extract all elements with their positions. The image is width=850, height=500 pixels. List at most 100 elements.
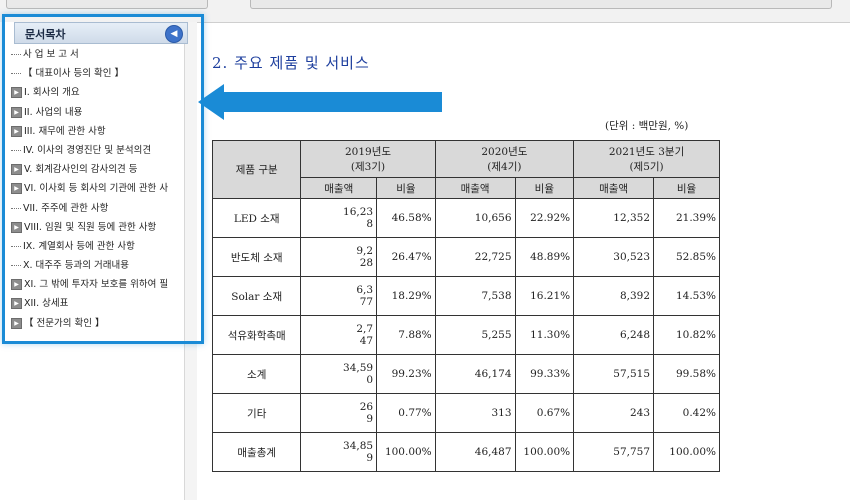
- amount-cell: 12,352: [573, 198, 655, 238]
- amount-cell: 46,174: [434, 354, 516, 394]
- toc-item[interactable]: ▶ XII. 상세표: [11, 294, 187, 313]
- tree-connector: [11, 207, 21, 209]
- table-row: 석유화학촉매 2,7 47 7.88% 5,255 11.30% 6,248 10.82%: [211, 315, 720, 355]
- amount-cell: 2,7 47: [300, 315, 378, 355]
- period-term: (제5기): [629, 161, 664, 173]
- period-year: 2019년도: [345, 146, 392, 158]
- period-header-2019: 2019년도 (제3기): [300, 140, 436, 178]
- expand-icon[interactable]: ▶: [11, 298, 22, 310]
- toc-scroll-strip[interactable]: [184, 22, 197, 500]
- toc-item-label: VIII. 임원 및 직원 등에 관한 사항: [24, 221, 157, 233]
- expand-icon[interactable]: ▶: [11, 279, 22, 291]
- amount-cell: 5,255: [434, 315, 516, 355]
- amount-cell: 57,515: [573, 354, 655, 394]
- ratio-cell: 14.53%: [653, 276, 720, 316]
- toolbar-tab-right[interactable]: [250, 0, 832, 9]
- chevron-left-icon[interactable]: ◀: [165, 25, 183, 43]
- toc-item[interactable]: ▶ I. 회사의 개요: [11, 83, 187, 102]
- table-row: 기타 26 9 0.77% 313 0.67% 243 0.42%: [211, 393, 720, 433]
- toc-title: 문서목차: [25, 28, 66, 41]
- ratio-cell: 16.21%: [514, 276, 575, 316]
- tree-connector: [11, 73, 21, 75]
- table-row: 반도체 소재 9,2 28 26.47% 22,725 48.89% 30,523 52.8…: [211, 237, 720, 277]
- amount-cell: 34,59 0: [300, 354, 378, 394]
- toc-pane: [0, 22, 197, 500]
- toc-item[interactable]: ▶ II. 사업의 내용: [11, 103, 187, 122]
- ratio-cell: 0.77%: [376, 393, 436, 433]
- toc-item-label: I. 회사의 개요: [24, 87, 80, 99]
- tree-connector: [11, 54, 21, 55]
- toc-item[interactable]: 사 업 보 고 서: [11, 45, 187, 64]
- tree-connector: [11, 245, 21, 247]
- sub-ratio-header: 비율: [653, 177, 720, 199]
- product-name-cell: LED 소재: [211, 198, 302, 238]
- expand-icon[interactable]: ▶: [11, 125, 22, 137]
- products-table: 제품 구분 2019년도 (제3기) 2020년도 (제4기) 2021년도 3…: [211, 140, 720, 472]
- toc-item[interactable]: ▶ V. 회계감사인의 감사의견 등: [11, 160, 187, 179]
- toc-header: 문서목차 ◀: [14, 22, 188, 44]
- period-year: 2021년도 3분기: [608, 146, 685, 158]
- toc-item-label: X. 대주주 등과의 거래내용: [23, 260, 129, 272]
- toc-item[interactable]: IV. 이사의 경영진단 및 분석의견: [11, 141, 187, 160]
- expand-icon[interactable]: ▶: [11, 317, 22, 329]
- toc-item-label: VII. 주주에 관한 사항: [23, 202, 109, 214]
- table-header-row: 제품 구분 2019년도 (제3기) 2020년도 (제4기) 2021년도 3…: [211, 140, 720, 199]
- table-row: 매출총계 34,85 9 100.00% 46,487 100.00% 57,757 100…: [211, 432, 720, 472]
- product-name-cell: 반도체 소재: [211, 237, 302, 277]
- expand-icon[interactable]: ▶: [11, 87, 22, 99]
- ratio-cell: 99.33%: [514, 354, 575, 394]
- ratio-cell: 100.00%: [514, 432, 575, 472]
- expand-icon[interactable]: ▶: [11, 221, 22, 233]
- toc-item[interactable]: ▶ VI. 이사회 등 회사의 기관에 관한 사: [11, 179, 187, 198]
- toc-item[interactable]: ▶ VIII. 임원 및 직원 등에 관한 사항: [11, 218, 187, 237]
- sub-amount-header: 매출액: [573, 177, 655, 199]
- amount-cell: 26 9: [300, 393, 378, 433]
- toc-item[interactable]: X. 대주주 등과의 거래내용: [11, 256, 187, 275]
- amount-cell: 6,248: [573, 315, 655, 355]
- ratio-cell: 99.58%: [653, 354, 720, 394]
- toc-item-label: 【 대표이사 등의 확인 】: [23, 68, 124, 80]
- toc-item-label: V. 회계감사인의 감사의견 등: [24, 164, 138, 176]
- amount-cell: 7,538: [434, 276, 516, 316]
- ratio-cell: 10.82%: [653, 315, 720, 355]
- amount-cell: 22,725: [434, 237, 516, 277]
- amount-cell: 10,656: [434, 198, 516, 238]
- toc-item-label: IV. 이사의 경영진단 및 분석의견: [23, 144, 152, 156]
- toc-item[interactable]: ▶ III. 재무에 관한 사항: [11, 122, 187, 141]
- toc-item[interactable]: 【 대표이사 등의 확인 】: [11, 64, 187, 83]
- ratio-cell: 48.89%: [514, 237, 575, 277]
- ratio-cell: 52.85%: [653, 237, 720, 277]
- period-header-2021q3: 2021년도 3분기 (제5기): [573, 140, 720, 178]
- toc-item-label: VI. 이사회 등 회사의 기관에 관한 사: [24, 183, 169, 195]
- tree-connector: [11, 265, 21, 267]
- tree-connector: [11, 149, 21, 151]
- amount-cell: 46,487: [434, 432, 516, 472]
- toc-item[interactable]: IX. 계열회사 등에 관한 사항: [11, 237, 187, 256]
- ratio-cell: 0.67%: [514, 393, 575, 433]
- top-toolbar: [0, 0, 850, 23]
- ratio-cell: 46.58%: [376, 198, 436, 238]
- expand-icon[interactable]: ▶: [11, 106, 22, 118]
- expand-icon[interactable]: ▶: [11, 164, 22, 176]
- amount-cell: 16,23 8: [300, 198, 378, 238]
- toc-highlight-box: [2, 14, 204, 344]
- section-heading: 2. 주요 제품 및 서비스: [212, 54, 370, 72]
- toc-item-label: IX. 계열회사 등에 관한 사항: [23, 240, 135, 252]
- ratio-cell: 100.00%: [376, 432, 436, 472]
- toolbar-tab-left[interactable]: [6, 0, 208, 9]
- toc-item[interactable]: ▶ 【 전문가의 확인 】: [11, 314, 187, 333]
- toc-item-label: 사 업 보 고 서: [23, 49, 79, 60]
- toc-item[interactable]: ▶ XI. 그 밖에 투자자 보호를 위하여 필: [11, 275, 187, 294]
- product-name-cell: 매출총계: [211, 432, 302, 472]
- toc-item-label: XI. 그 밖에 투자자 보호를 위하여 필: [24, 279, 169, 291]
- period-year: 2020년도: [481, 146, 528, 158]
- col-product-header: 제품 구분: [211, 140, 302, 199]
- period-term: (제3기): [350, 161, 386, 173]
- toc-item[interactable]: VII. 주주에 관한 사항: [11, 199, 187, 218]
- ratio-cell: 21.39%: [653, 198, 720, 238]
- ratio-cell: 22.92%: [514, 198, 575, 238]
- expand-icon[interactable]: ▶: [11, 183, 22, 195]
- toc-item-label: II. 사업의 내용: [24, 106, 83, 118]
- toc-item-label: XII. 상세표: [24, 298, 69, 310]
- amount-cell: 34,85 9: [300, 432, 378, 472]
